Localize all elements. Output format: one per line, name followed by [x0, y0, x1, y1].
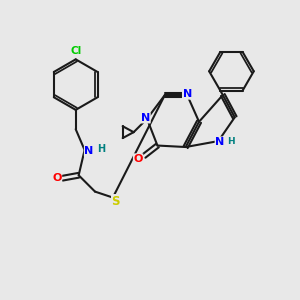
Text: N: N	[215, 137, 224, 147]
Text: N: N	[182, 89, 192, 99]
Text: Cl: Cl	[70, 46, 81, 56]
Text: O: O	[52, 173, 62, 183]
Text: N: N	[141, 113, 150, 123]
Text: H: H	[97, 143, 105, 154]
Text: H: H	[227, 137, 235, 146]
Text: O: O	[134, 154, 143, 164]
Text: S: S	[112, 195, 120, 208]
Text: N: N	[84, 146, 94, 157]
